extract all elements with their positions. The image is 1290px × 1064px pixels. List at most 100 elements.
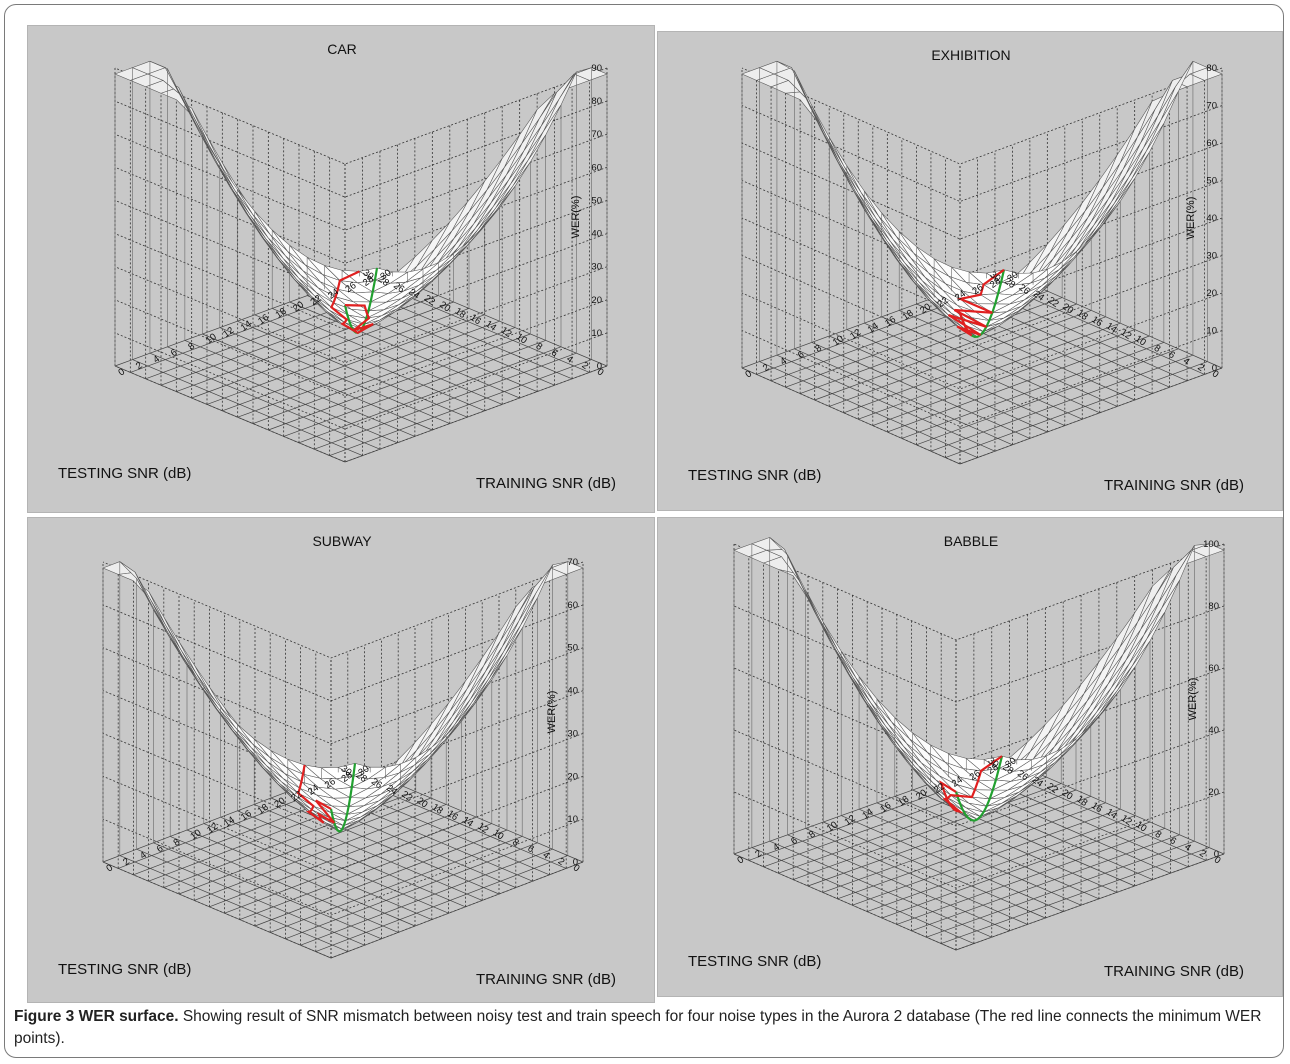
- grid-line: [149, 352, 381, 450]
- x-tick-label: 8: [1152, 343, 1163, 355]
- surface-plot-exhibition: 0102030405060708002468101214161820222426…: [688, 47, 1244, 494]
- z-tick-label: 50: [591, 195, 602, 206]
- z-tick-label: 80: [1208, 601, 1219, 612]
- diagonal-line: [954, 755, 1004, 822]
- surface-cell: [861, 192, 894, 240]
- y-tick-label: 30: [356, 763, 371, 778]
- grid-line: [220, 816, 449, 914]
- z-tick-label: 70: [591, 129, 602, 140]
- min-wer-line: [947, 268, 1005, 337]
- plot-group: 0102030405060700246810121416182022242628…: [58, 533, 616, 988]
- x-tick-label: 14: [460, 815, 475, 830]
- surface-cell: [134, 572, 168, 632]
- grid-line: [102, 561, 584, 659]
- z-tick-label: 40: [591, 229, 602, 240]
- z-tick-label: 20: [1208, 787, 1219, 798]
- x-tick-label: 22: [399, 789, 414, 804]
- y-tick-label: 16: [878, 800, 893, 815]
- grid-line: [899, 310, 1118, 407]
- z-tick-label: 90: [591, 63, 602, 74]
- grid-line: [876, 802, 1100, 900]
- x-tick-label: 12: [499, 325, 514, 340]
- figure-caption: Figure 3 WER surface. Showing result of …: [14, 1006, 1276, 1050]
- min-wer-line: [330, 270, 374, 335]
- grid-line: [787, 834, 1010, 932]
- y-tick-label: 16: [883, 314, 898, 329]
- surface-cell: [163, 616, 197, 673]
- x-tick-label: 16: [1089, 800, 1104, 815]
- grid-line: [224, 816, 477, 914]
- y-tick-label: 2: [134, 360, 145, 372]
- z-tick-label: 20: [1206, 288, 1217, 299]
- grid-line: [191, 301, 454, 399]
- z-tick-label: 0: [573, 857, 578, 868]
- grid-line: [270, 836, 523, 933]
- y-tick-label: 28: [361, 274, 376, 289]
- grid-line: [237, 810, 466, 908]
- chart-title: SUBWAY: [312, 533, 372, 549]
- y-tick-label: 10: [204, 331, 219, 346]
- x-tick-label: 26: [1017, 282, 1032, 297]
- y-tick-label: 14: [239, 319, 254, 334]
- grid-line: [741, 67, 1223, 165]
- x-tick-label: 30: [986, 755, 1001, 770]
- grid-line: [867, 815, 1136, 912]
- grid-line: [114, 67, 608, 165]
- grid-line: [733, 853, 957, 951]
- y-tick-label: 2: [761, 362, 772, 374]
- x-tick-label: 4: [1181, 356, 1192, 368]
- z-tick-label: 60: [1206, 138, 1217, 149]
- x-tick-label: 28: [1002, 276, 1017, 291]
- grid-line: [344, 365, 608, 463]
- y-tick-label: 12: [205, 821, 220, 836]
- grid-line: [911, 834, 1180, 932]
- z-tick-label: 30: [591, 262, 602, 273]
- grid-line: [186, 829, 416, 927]
- grid-line: [930, 354, 1194, 452]
- x-tick-label: 14: [1104, 807, 1119, 822]
- x-tick-label: 20: [437, 299, 452, 314]
- surface-cell: [102, 561, 136, 575]
- surface-cell: [220, 707, 253, 745]
- grid-line: [119, 855, 348, 952]
- y-tick-label: 6: [169, 347, 180, 359]
- grid-line: [858, 322, 1121, 420]
- z-tick-label: 40: [1206, 213, 1217, 224]
- grid-line: [202, 333, 433, 431]
- y-tick-label: 20: [918, 301, 933, 316]
- y-tick-label: 14: [222, 815, 237, 830]
- grid-line: [916, 348, 1179, 446]
- x-tick-label: 22: [1045, 781, 1060, 796]
- z-tick-label: 60: [567, 600, 578, 611]
- surface-cell: [149, 598, 183, 656]
- grid-line: [102, 861, 332, 959]
- y-tick-label: 18: [274, 306, 289, 321]
- z-tick-label: 10: [591, 328, 602, 339]
- grid-line: [741, 367, 961, 465]
- y-tick-label: 0: [116, 366, 127, 378]
- chart-panel-babble: 0 20 40 60 80 100 0 2 4 6 8 10 12 14 16 18 20 22 24 26 28 30 0…: [657, 517, 1283, 997]
- x-tick-label: 8: [1153, 829, 1164, 841]
- grid-line: [872, 329, 1135, 426]
- x-tick-label: 8: [510, 837, 521, 849]
- z-tick-label: 50: [567, 643, 578, 654]
- grid-line: [314, 352, 577, 450]
- grid-line: [822, 796, 1091, 893]
- x-tick-label: 30: [988, 269, 1003, 284]
- z-tick-label: 40: [567, 686, 578, 697]
- y-tick-label: 0: [743, 368, 754, 380]
- grid-line: [329, 359, 592, 456]
- z-tick-label: 100: [1203, 539, 1219, 550]
- grid-line: [837, 802, 1106, 900]
- y-tick-label: 10: [825, 819, 840, 834]
- z-tick-label: 20: [567, 771, 578, 782]
- y-axis-label: TRAINING SNR (dB): [1104, 477, 1244, 494]
- z-tick-label: 60: [591, 162, 602, 173]
- y-tick-label: 18: [256, 802, 271, 817]
- grid-line: [733, 791, 1225, 889]
- chart-panel-exhibition: 0 10 20 30 40 50 60 70 80 0 2 4 6 8 10 12 14 16 18 20 22 24 26…: [657, 31, 1283, 511]
- z-axis-label: WER(%): [1187, 678, 1199, 721]
- y-tick-label: 22: [936, 295, 951, 310]
- x-tick-label: 18: [1075, 308, 1090, 323]
- caption-label: Figure 3 WER surface.: [14, 1008, 179, 1025]
